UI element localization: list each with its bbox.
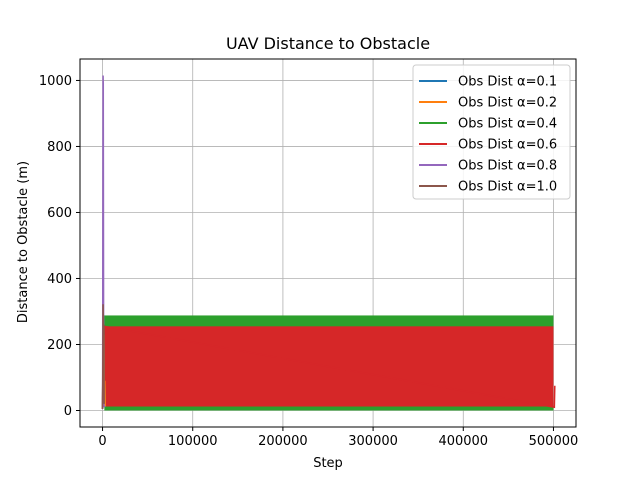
x-tick-label: 200000 [258, 434, 308, 449]
y-tick-label: 400 [47, 272, 72, 287]
legend-box [412, 64, 571, 200]
legend-entry: Obs Dist α=1.0 [458, 180, 557, 195]
legend: Obs Dist α=0.1 Obs Dist α=0.2 Obs Dist α=0… [412, 64, 571, 200]
y-tick-label: 200 [47, 338, 72, 353]
x-tick-label: 100000 [168, 434, 218, 449]
y-axis-label: Distance to Obstacle (m) [16, 161, 31, 323]
plot-frame [79, 58, 577, 428]
y-tick-label: 0 [64, 404, 72, 419]
series-bands [104, 315, 554, 411]
y-tick-label: 600 [47, 206, 72, 221]
x-tick-label: 400000 [438, 434, 488, 449]
y-axis-ticks: 0 200 400 600 800 1000 [39, 74, 80, 419]
x-axis-ticks: 0 100000 200000 300000 400000 500000 [98, 427, 578, 449]
series-lines [101, 75, 556, 409]
legend-entry: Obs Dist α=0.4 [458, 117, 557, 132]
x-tick-label: 500000 [529, 434, 579, 449]
chart-title: UAV Distance to Obstacle [226, 34, 430, 53]
legend-entry: Obs Dist α=0.2 [458, 96, 557, 111]
y-tick-label: 1000 [39, 74, 72, 89]
series-line-5 [101, 304, 105, 409]
x-tick-label: 0 [98, 434, 106, 449]
legend-entry: Obs Dist α=0.1 [458, 75, 557, 90]
x-axis-label: Step [313, 456, 343, 471]
legend-entry: Obs Dist α=0.8 [458, 159, 557, 174]
x-tick-label: 300000 [348, 434, 398, 449]
y-tick-label: 800 [47, 140, 72, 155]
legend-entry: Obs Dist α=0.6 [458, 138, 557, 153]
